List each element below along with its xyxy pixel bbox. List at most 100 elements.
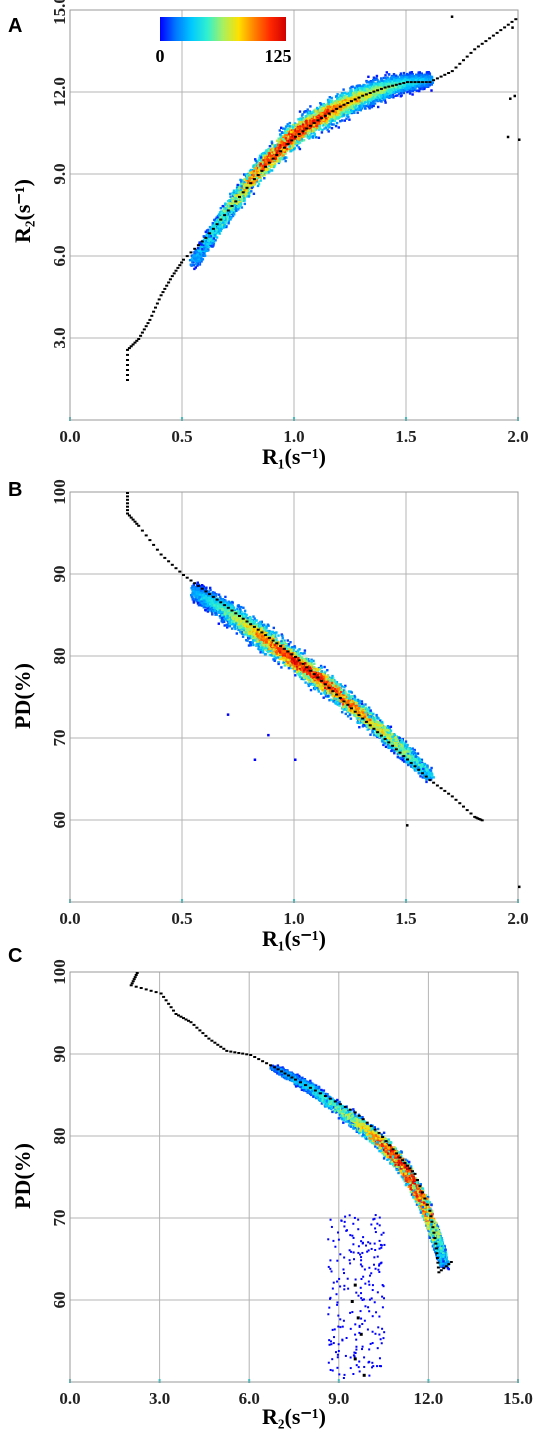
density-pixel	[254, 158, 257, 161]
density-pixel	[291, 125, 295, 128]
density-pixel	[315, 110, 318, 113]
density-pixel	[356, 111, 359, 114]
density-pixel	[348, 94, 351, 97]
density-pixel	[319, 102, 322, 105]
density-pixel	[297, 146, 300, 149]
density-pixel	[286, 123, 289, 126]
density-pixel	[401, 78, 405, 81]
density-pixel	[236, 183, 239, 187]
density-pixel	[334, 124, 338, 128]
density-pixel	[425, 84, 428, 87]
density-pixel	[382, 98, 385, 101]
density-pixel	[201, 258, 205, 261]
density-pixel	[218, 217, 221, 220]
density-pixel	[372, 102, 375, 105]
density-pixel	[288, 121, 291, 125]
density-pixel	[348, 118, 351, 121]
density-pixel	[327, 123, 330, 126]
density-pixel	[392, 96, 395, 99]
density-pixel	[367, 95, 370, 98]
density-pixel	[268, 152, 271, 155]
density-pixel	[408, 90, 412, 93]
density-pixel	[318, 111, 322, 115]
density-pixel	[280, 157, 283, 160]
density-pixel	[231, 214, 235, 218]
density-pixel	[360, 85, 363, 89]
density-pixel	[330, 96, 333, 100]
density-pixel	[430, 83, 433, 86]
density-pixel	[191, 263, 194, 266]
panel-a-y-tick-label: 6.0	[50, 245, 69, 266]
density-pixel	[364, 107, 367, 110]
density-pixel	[290, 147, 293, 150]
density-pixel	[403, 87, 407, 90]
density-pixel	[337, 126, 340, 129]
density-pixel	[353, 111, 356, 114]
density-pixel	[331, 123, 334, 126]
density-pixel	[301, 113, 304, 116]
density-pixel	[298, 141, 302, 144]
density-pixel	[365, 80, 369, 84]
density-pixel	[270, 142, 274, 145]
density-pixel	[205, 229, 209, 232]
density-pixel	[324, 123, 327, 127]
density-pixel	[300, 121, 303, 124]
density-pixel	[254, 159, 258, 163]
density-pixel	[293, 147, 296, 151]
density-pixel	[275, 147, 278, 151]
density-pixel	[302, 139, 306, 142]
density-pixel	[300, 114, 304, 117]
density-pixel	[268, 148, 272, 151]
density-pixel	[204, 235, 207, 238]
density-pixel	[411, 93, 414, 96]
density-pixel	[399, 91, 403, 95]
density-pixel	[390, 77, 393, 80]
density-pixel	[277, 137, 280, 140]
density-pixel	[349, 91, 352, 94]
density-pixel	[263, 177, 266, 180]
density-pixel	[326, 125, 330, 128]
density-pixel	[389, 80, 392, 83]
density-pixel	[302, 121, 306, 124]
density-pixel	[219, 207, 222, 210]
density-pixel	[196, 264, 199, 267]
density-pixel	[313, 134, 316, 137]
density-pixel	[380, 79, 384, 82]
density-pixel	[241, 179, 244, 182]
density-pixel	[339, 96, 342, 99]
density-pixel	[297, 118, 300, 121]
density-pixel	[281, 157, 284, 161]
density-pixel	[240, 206, 244, 209]
density-pixel	[357, 102, 360, 105]
density-pixel	[268, 145, 272, 148]
density-pixel	[320, 131, 324, 134]
density-pixel	[193, 267, 196, 271]
density-pixel	[307, 111, 311, 114]
density-pixel	[358, 100, 361, 103]
density-pixel	[387, 73, 391, 76]
density-pixel	[385, 95, 388, 99]
density-pixel	[377, 105, 380, 109]
density-pixel	[196, 246, 200, 250]
density-pixel	[406, 90, 409, 94]
density-pixel	[329, 115, 332, 118]
density-pixel	[339, 120, 342, 123]
density-pixel	[252, 192, 256, 195]
density-pixel	[368, 80, 371, 84]
density-pixel	[321, 124, 325, 127]
density-pixel	[284, 125, 288, 128]
density-pixel	[201, 254, 205, 257]
density-pixel	[392, 73, 396, 76]
density-pixel	[281, 131, 284, 134]
density-pixel	[359, 109, 362, 112]
density-pixel	[323, 127, 326, 130]
density-pixel	[430, 82, 433, 85]
density-pixel	[336, 101, 340, 105]
density-pixel	[372, 79, 375, 82]
density-pixel	[308, 134, 312, 137]
density-pixel	[218, 232, 221, 235]
density-pixel	[319, 105, 322, 109]
density-pixel	[402, 71, 406, 75]
density-pixel	[372, 93, 375, 96]
density-pixel	[228, 199, 231, 202]
